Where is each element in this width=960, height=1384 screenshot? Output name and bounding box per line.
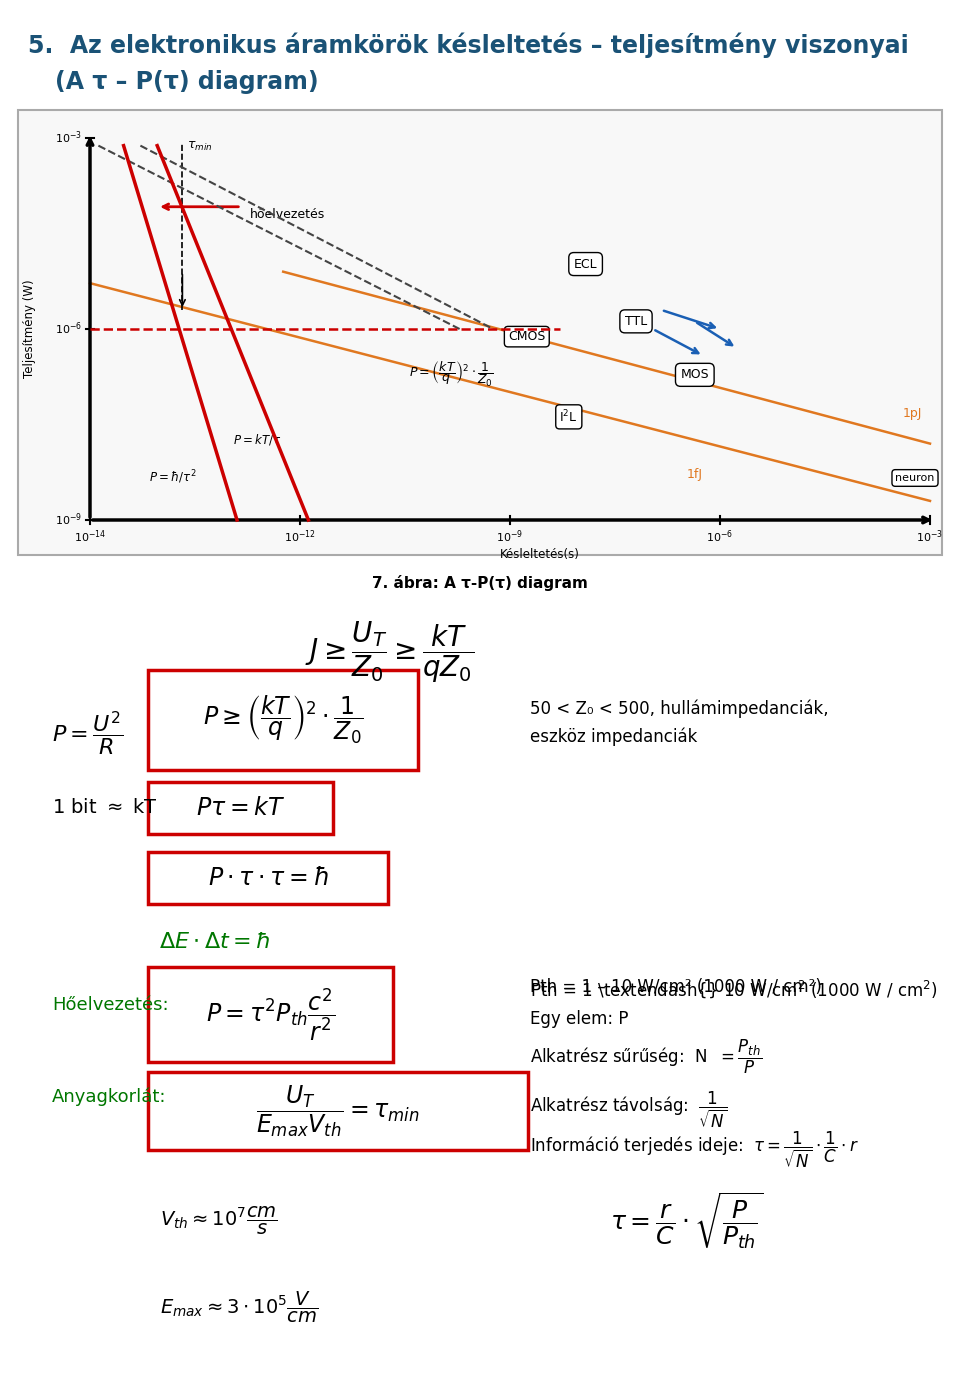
Text: $P \geq \left(\dfrac{kT}{q}\right)^2 \cdot \dfrac{1}{Z_0}$: $P \geq \left(\dfrac{kT}{q}\right)^2 \cd… <box>203 693 363 746</box>
Text: $P = kT/\tau$: $P = kT/\tau$ <box>233 432 281 447</box>
Text: ECL: ECL <box>574 257 597 270</box>
Text: 1fJ: 1fJ <box>686 468 703 480</box>
FancyBboxPatch shape <box>148 853 388 904</box>
Text: Információ terjedés ideje:  $\tau = \dfrac{1}{\sqrt{N}} \cdot \dfrac{1}{C} \cdot: Információ terjedés ideje: $\tau = \dfra… <box>530 1129 859 1171</box>
Text: $P\tau = kT$: $P\tau = kT$ <box>196 796 285 819</box>
Text: $\tau_{min}$: $\tau_{min}$ <box>187 140 213 154</box>
FancyBboxPatch shape <box>148 782 333 835</box>
Text: $\Delta E \cdot \Delta t = \hbar$: $\Delta E \cdot \Delta t = \hbar$ <box>159 931 271 952</box>
FancyBboxPatch shape <box>148 1073 528 1150</box>
Text: I$^2$L: I$^2$L <box>560 408 578 425</box>
FancyBboxPatch shape <box>148 967 393 1062</box>
Text: $10^{-12}$: $10^{-12}$ <box>284 529 316 544</box>
Text: $10^{-9}$: $10^{-9}$ <box>55 512 82 529</box>
Text: $V_{th} \approx 10^7 \dfrac{cm}{s}$: $V_{th} \approx 10^7 \dfrac{cm}{s}$ <box>160 1205 277 1237</box>
Text: MOS: MOS <box>681 368 709 382</box>
Text: $P = \left(\dfrac{kT}{q}\right)^2 \cdot \dfrac{1}{Z_0}$: $P = \left(\dfrac{kT}{q}\right)^2 \cdot … <box>409 360 494 389</box>
Text: eszköz impedanciák: eszköz impedanciák <box>530 728 697 746</box>
Text: 50 < Z₀ < 500, hullámimpedanciák,: 50 < Z₀ < 500, hullámimpedanciák, <box>530 700 828 718</box>
Text: Teljesítmény (W): Teljesítmény (W) <box>23 280 36 378</box>
Text: 1 bit $\approx$ kT: 1 bit $\approx$ kT <box>52 799 157 817</box>
Text: $P = \dfrac{U^2}{R}$: $P = \dfrac{U^2}{R}$ <box>52 710 123 758</box>
Text: hőelvezetés: hőelvezetés <box>250 208 324 221</box>
Text: $10^{-6}$: $10^{-6}$ <box>55 321 82 338</box>
Text: $\tau = \dfrac{r}{C} \cdot \sqrt{\dfrac{P}{P_{th}}}$: $\tau = \dfrac{r}{C} \cdot \sqrt{\dfrac{… <box>610 1190 764 1251</box>
Text: $\dfrac{U_T}{E_{max}V_{th}} = \tau_{min}$: $\dfrac{U_T}{E_{max}V_{th}} = \tau_{min}… <box>256 1084 420 1139</box>
Text: 7. ábra: A τ-P(τ) diagram: 7. ábra: A τ-P(τ) diagram <box>372 574 588 591</box>
Text: $P = \hbar/\tau^2$: $P = \hbar/\tau^2$ <box>149 468 197 486</box>
Text: 1pJ: 1pJ <box>902 407 922 419</box>
Text: $10^{-3}$: $10^{-3}$ <box>55 130 82 147</box>
Text: Pth = 1 \textendash{} 10 W/cm$^2$ (1000 W / cm$^2$): Pth = 1 \textendash{} 10 W/cm$^2$ (1000 … <box>530 978 938 999</box>
Text: $10^{-14}$: $10^{-14}$ <box>74 529 107 544</box>
Text: Pth = 1 – 10 W/cm² (1000 W / cm²): Pth = 1 – 10 W/cm² (1000 W / cm²) <box>530 978 822 996</box>
FancyBboxPatch shape <box>148 670 418 770</box>
Text: $P \cdot \tau \cdot \tau = \hbar$: $P \cdot \tau \cdot \tau = \hbar$ <box>207 866 328 890</box>
Text: Hőelvezetés:: Hőelvezetés: <box>52 996 169 1014</box>
Text: Egy elem: P: Egy elem: P <box>530 1010 629 1028</box>
Text: $J \geq \dfrac{U_T}{Z_0} \geq \dfrac{kT}{qZ_0}$: $J \geq \dfrac{U_T}{Z_0} \geq \dfrac{kT}… <box>305 620 474 685</box>
Text: Alkatrész sűrűség:  N  $= \dfrac{P_{th}}{P}$: Alkatrész sűrűség: N $= \dfrac{P_{th}}{P… <box>530 1038 762 1077</box>
Text: $10^{-3}$: $10^{-3}$ <box>917 529 944 544</box>
Text: $P = \tau^2 P_{th} \dfrac{c^2}{r^2}$: $P = \tau^2 P_{th} \dfrac{c^2}{r^2}$ <box>206 985 335 1044</box>
Text: Anyagkorlát:: Anyagkorlát: <box>52 1086 166 1106</box>
Text: 5.  Az elektronikus áramkörök késleltetés – teljesítmény viszonyai: 5. Az elektronikus áramkörök késleltetés… <box>28 32 909 58</box>
Text: $E_{max} \approx 3 \cdot 10^5 \dfrac{V}{cm}$: $E_{max} \approx 3 \cdot 10^5 \dfrac{V}{… <box>160 1290 319 1324</box>
Text: Késleltetés(s): Késleltetés(s) <box>500 548 580 561</box>
Text: (A τ – P(τ) diagram): (A τ – P(τ) diagram) <box>55 71 319 94</box>
Bar <box>18 109 942 555</box>
Text: TTL: TTL <box>625 314 647 328</box>
Text: neuron: neuron <box>896 473 935 483</box>
Text: $10^{-9}$: $10^{-9}$ <box>496 529 523 544</box>
Text: $10^{-6}$: $10^{-6}$ <box>707 529 733 544</box>
Text: CMOS: CMOS <box>508 331 545 343</box>
Text: Alkatrész távolság:  $\dfrac{1}{\sqrt{N}}$: Alkatrész távolság: $\dfrac{1}{\sqrt{N}}… <box>530 1091 728 1131</box>
